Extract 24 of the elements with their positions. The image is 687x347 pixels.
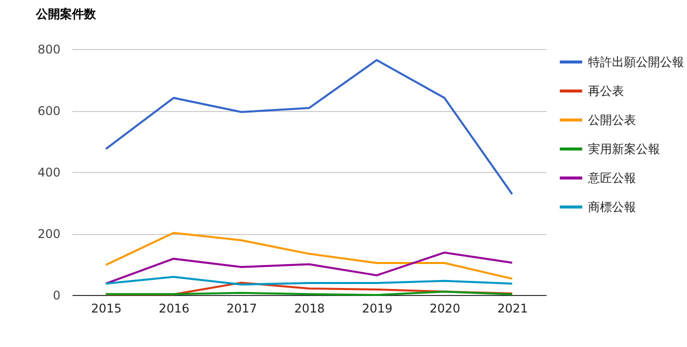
line-series <box>104 232 514 280</box>
line-series <box>104 252 514 285</box>
x-tick-label: 2019 <box>362 302 392 316</box>
x-tick-label: 2015 <box>91 302 122 316</box>
x-tick-label: 2018 <box>294 302 325 316</box>
y-tick-label: 600 <box>38 104 60 118</box>
legend-label: 意匠公報 <box>587 171 636 185</box>
legend-label: 商標公報 <box>588 200 636 214</box>
legend-label: 公開公表 <box>588 113 636 127</box>
x-tick-label: 2020 <box>430 302 460 316</box>
line-series <box>104 276 514 286</box>
y-tick-label: 0 <box>52 288 60 302</box>
line-series <box>104 59 514 196</box>
y-tick-label: 400 <box>38 166 60 180</box>
legend-label: 特許出願公開公報 <box>588 55 684 69</box>
chart-title: 公開案件数 <box>35 7 97 21</box>
legend-label: 実用新案公報 <box>588 142 660 156</box>
x-tick-label: 2021 <box>497 302 528 316</box>
x-tick-label: 2017 <box>226 302 258 316</box>
legend-label: 再公表 <box>588 84 624 98</box>
x-tick-label: 2016 <box>158 302 190 316</box>
y-tick-label: 200 <box>38 227 60 241</box>
line-series <box>104 282 514 296</box>
y-tick-label: 800 <box>38 42 60 56</box>
